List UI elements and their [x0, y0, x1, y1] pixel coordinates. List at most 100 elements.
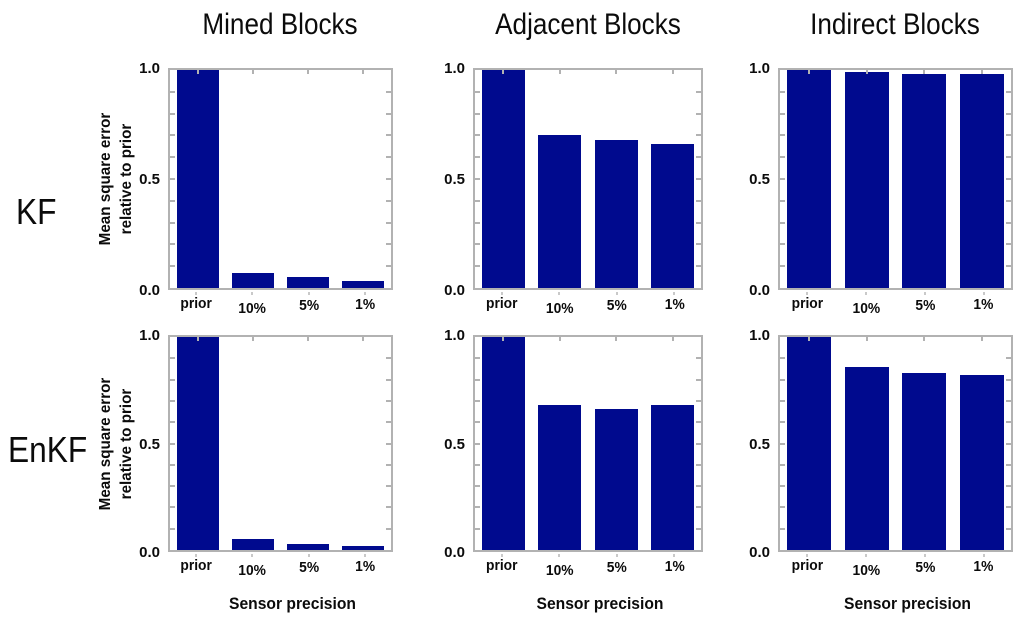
plot-area [778, 335, 1013, 552]
x-top-tick [865, 70, 868, 74]
plot-area [168, 68, 393, 290]
x-tick-label-10pct: 10% [852, 300, 880, 317]
y-minor-tick [475, 90, 480, 93]
y-minor-tick [780, 527, 785, 530]
y-minor-tick [386, 156, 391, 159]
y-minor-tick [170, 265, 175, 268]
x-tick-label-5pct: 5% [298, 297, 319, 314]
plot-area [473, 68, 703, 290]
x-tick-label-prior: prior [486, 557, 518, 574]
bar-10% [538, 135, 582, 288]
y-minor-tick [386, 378, 391, 381]
y-minor-tick [696, 156, 701, 159]
y-minor-tick [696, 421, 701, 424]
y-minor-tick [475, 442, 480, 445]
y-minor-tick [386, 442, 391, 445]
y-axis-label-line1: Mean square error [97, 377, 114, 511]
x-bottom-tick [806, 292, 809, 295]
bar-5% [902, 74, 947, 288]
y-minor-tick [780, 112, 785, 115]
y-axis-label-line1: Mean square error [97, 112, 114, 246]
bar-slot [953, 337, 1011, 550]
x-tick-label-5pct: 5% [914, 559, 935, 576]
x-axis-title-mined: Sensor precision [229, 594, 356, 613]
bar-prior [481, 70, 525, 288]
y-minor-tick [780, 399, 785, 402]
y-minor-tick [780, 156, 785, 159]
y-minor-tick [696, 357, 701, 360]
y-minor-tick [1006, 463, 1011, 466]
bar-slot [281, 337, 336, 550]
y-minor-tick [386, 221, 391, 224]
y-minor-tick [386, 357, 391, 360]
column-title-adjacent-blocks: Adjacent Blocks [495, 8, 681, 41]
bar-1% [342, 545, 385, 550]
y-minor-tick [170, 90, 175, 93]
y-minor-tick [1006, 134, 1011, 137]
y-minor-tick [170, 527, 175, 530]
y-minor-tick [475, 112, 480, 115]
y-minor-tick [780, 485, 785, 488]
x-tick-label-10pct: 10% [238, 562, 267, 579]
y-tick-label: 0.0 [139, 544, 160, 561]
bar-slot [780, 70, 838, 288]
x-tick-label-prior: prior [791, 295, 824, 312]
bar-slot [336, 337, 391, 550]
row-label-kf: KF [16, 191, 57, 232]
x-bottom-tick [558, 554, 561, 557]
y-minor-tick [475, 506, 480, 509]
y-tick-label: 0.0 [749, 544, 770, 561]
y-minor-tick [170, 485, 175, 488]
row-label-enkf: EnKF [8, 429, 88, 470]
x-bottom-tick [865, 554, 868, 557]
x-bottom-tick [307, 554, 310, 557]
y-minor-tick [780, 199, 785, 202]
y-minor-tick [696, 527, 701, 530]
bar-slot [896, 337, 954, 550]
y-minor-tick [696, 90, 701, 93]
x-top-tick [558, 337, 561, 341]
y-minor-tick [1006, 485, 1011, 488]
bar-10% [538, 405, 582, 550]
y-minor-tick [780, 90, 785, 93]
y-minor-tick [475, 463, 480, 466]
chart-kf-mined-blocks: prior 10% 5% 1% 0.0 0.5 1.0 [139, 60, 393, 317]
x-tick-label-5pct: 5% [606, 559, 627, 576]
chart-enkf-mined-blocks: prior 10% 5% 1% 0.0 0.5 1.0 [139, 327, 393, 579]
plot-area [473, 335, 703, 552]
x-bottom-tick [923, 554, 926, 557]
y-tick-label: 0.5 [139, 435, 160, 453]
bar-10% [844, 72, 889, 288]
x-top-tick [558, 70, 561, 74]
y-minor-tick [696, 463, 701, 466]
x-tick-labels: prior 10% 5% 1% [168, 557, 393, 579]
bar-slot [475, 337, 532, 550]
y-minor-tick [386, 421, 391, 424]
y-minor-tick [170, 357, 175, 360]
x-top-tick [671, 337, 674, 341]
x-top-tick [196, 70, 199, 74]
bar-prior [786, 337, 831, 550]
x-bottom-tick [615, 292, 618, 295]
chart-kf-adjacent-blocks: prior 10% 5% 1% 0.0 0.5 1.0 [444, 60, 703, 317]
y-minor-tick [386, 463, 391, 466]
x-top-tick [671, 70, 674, 74]
bar-slot [588, 337, 645, 550]
y-minor-tick [696, 506, 701, 509]
x-top-tick [196, 337, 199, 341]
x-top-tick [307, 70, 310, 74]
y-minor-tick [696, 265, 701, 268]
y-minor-tick [475, 178, 480, 180]
y-minor-tick [1006, 199, 1011, 202]
bar-prior [176, 70, 219, 288]
y-tick-label: 0.5 [749, 435, 770, 453]
y-minor-tick [780, 265, 785, 268]
column-title-mined-blocks: Mined Blocks [202, 8, 358, 41]
x-top-tick [307, 337, 310, 341]
x-tick-label-1pct: 1% [664, 558, 685, 575]
x-top-tick [251, 70, 254, 74]
y-minor-tick [170, 399, 175, 402]
y-minor-tick [696, 378, 701, 381]
bar-slot [645, 70, 702, 288]
y-minor-tick [1006, 421, 1011, 424]
